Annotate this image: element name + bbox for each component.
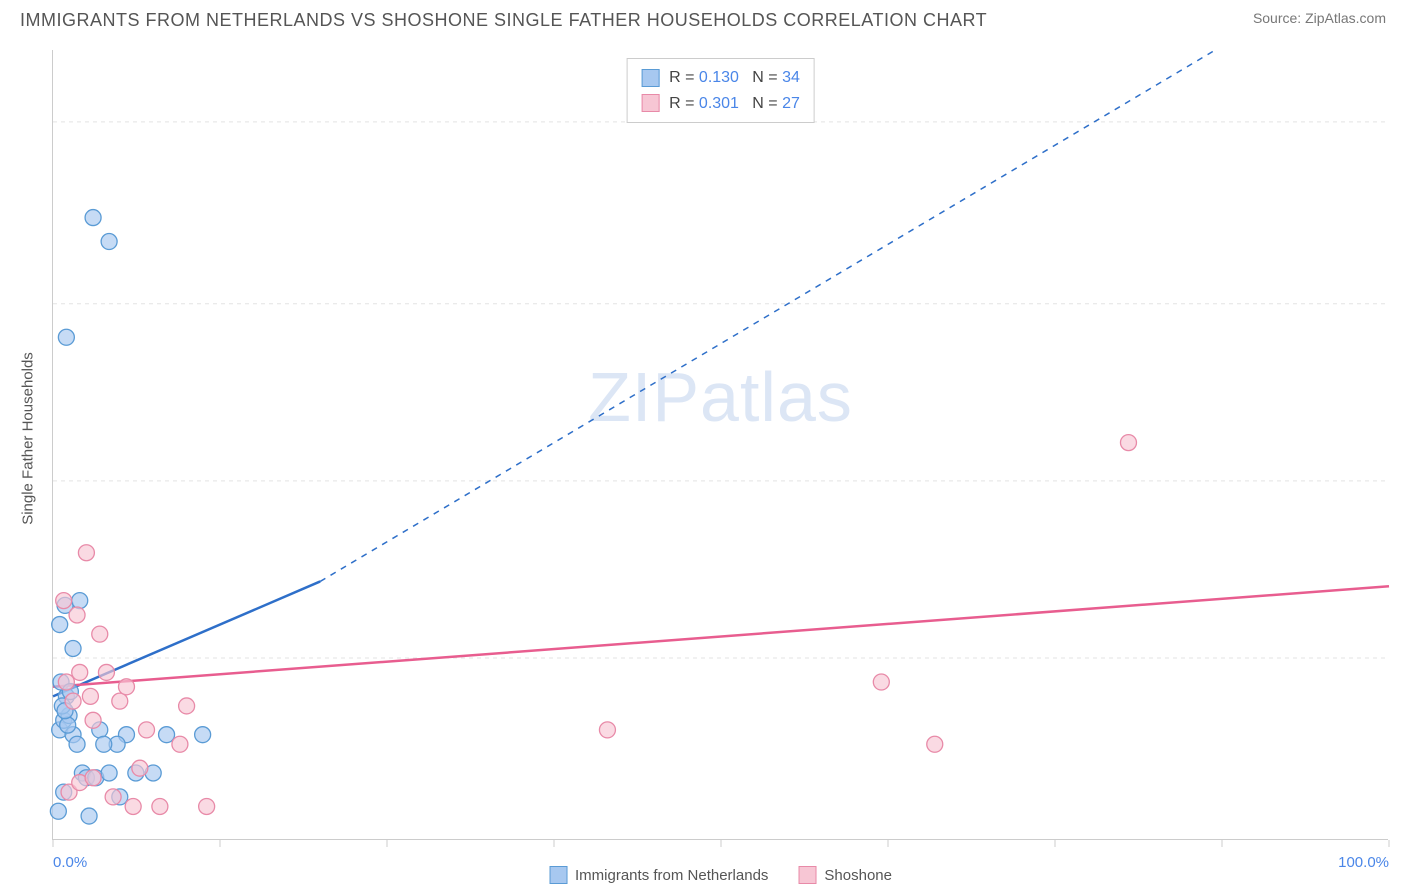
plot-area: ZIPatlas R = 0.130 N = 34 R = 0.301 N = …	[52, 50, 1388, 840]
legend-item-shoshone: Shoshone	[798, 866, 892, 884]
chart-header: IMMIGRANTS FROM NETHERLANDS VS SHOSHONE …	[0, 0, 1406, 39]
chart-title: IMMIGRANTS FROM NETHERLANDS VS SHOSHONE …	[20, 10, 987, 31]
legend-row-1: R = 0.130 N = 34	[641, 65, 800, 91]
scatter-chart	[53, 50, 1389, 840]
legend-item-netherlands: Immigrants from Netherlands	[549, 866, 768, 884]
y-axis-label: Single Father Households	[20, 352, 37, 525]
legend-swatch-blue	[641, 69, 659, 87]
x-tick-label: 100.0%	[1338, 854, 1389, 871]
chart-source: Source: ZipAtlas.com	[1253, 10, 1386, 26]
series-legend: Immigrants from Netherlands Shoshone	[549, 866, 892, 884]
chart-container: ZIPatlas R = 0.130 N = 34 R = 0.301 N = …	[52, 50, 1388, 840]
legend-swatch-pink-bottom	[798, 866, 816, 884]
legend-swatch-blue-bottom	[549, 866, 567, 884]
x-tick-label: 0.0%	[53, 854, 87, 871]
correlation-legend: R = 0.130 N = 34 R = 0.301 N = 27	[626, 58, 815, 123]
legend-row-2: R = 0.301 N = 27	[641, 91, 800, 117]
legend-swatch-pink	[641, 94, 659, 112]
